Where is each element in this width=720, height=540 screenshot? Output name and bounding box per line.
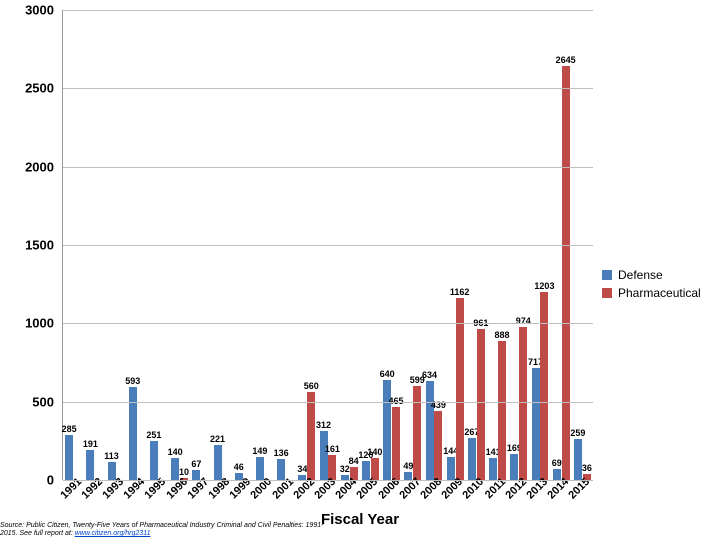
bar-pharma (477, 329, 485, 480)
bar-label-defense: 113 (104, 451, 119, 461)
bar-defense (468, 438, 476, 480)
bar-pharma (392, 407, 400, 480)
y-tick-label: 3000 (4, 3, 54, 18)
y-tick-label: 2500 (4, 81, 54, 96)
bar-defense (171, 458, 179, 480)
bar-defense (574, 439, 582, 480)
grid-line (63, 245, 593, 246)
legend-item-pharma: Pharmaceutical (602, 286, 701, 300)
bar-label-defense: 46 (234, 462, 244, 472)
bar-label-defense: 221 (210, 434, 225, 444)
bar-label-defense: 149 (252, 446, 267, 456)
bar-label-pharma: 888 (495, 330, 510, 340)
bar-defense (320, 431, 328, 480)
grid-line (63, 480, 593, 481)
bar-label-defense: 312 (316, 420, 331, 430)
bar-label-pharma: 560 (304, 381, 319, 391)
grid-line (63, 10, 593, 11)
bar-defense (214, 445, 222, 480)
legend-swatch-pharma (602, 288, 612, 298)
plot-area: 2851991191199211319935931994251199514010… (62, 10, 593, 480)
bar-pharma (456, 298, 464, 480)
bar-label-defense: 593 (125, 376, 140, 386)
bar-defense (426, 381, 434, 480)
grid-line (63, 167, 593, 168)
grid-line (63, 402, 593, 403)
bar-defense (65, 435, 73, 480)
legend-label-defense: Defense (618, 268, 663, 282)
source-note: Source: Public Citizen, Twenty-Five Year… (0, 522, 340, 538)
y-tick-label: 1000 (4, 316, 54, 331)
bar-label-defense: 251 (146, 430, 161, 440)
bar-label-pharma: 140 (367, 447, 382, 457)
legend-label-pharma: Pharmaceutical (618, 286, 701, 300)
bar-label-pharma: 161 (325, 444, 340, 454)
bar-label-defense: 34 (297, 464, 307, 474)
bar-pharma (498, 341, 506, 480)
bar-pharma (562, 66, 570, 480)
y-tick-label: 1500 (4, 238, 54, 253)
legend: Defense Pharmaceutical (602, 268, 701, 304)
bar-label-defense: 140 (168, 447, 183, 457)
bar-label-defense: 67 (191, 459, 201, 469)
bar-label-defense: 285 (62, 424, 77, 434)
bar-label-defense: 259 (570, 428, 585, 438)
bar-label-defense: 69 (552, 458, 562, 468)
bar-pharma (519, 327, 527, 480)
bar-label-defense: 49 (403, 461, 413, 471)
bar-pharma (413, 386, 421, 480)
source-text: Source: Public Citizen, Twenty-Five Year… (0, 522, 323, 537)
bar-label-pharma: 36 (582, 463, 592, 473)
bar-defense (510, 454, 518, 480)
grid-line (63, 88, 593, 89)
bar-label-defense: 191 (83, 439, 98, 449)
y-tick-label: 500 (4, 394, 54, 409)
source-link[interactable]: www.citizen.org/hrg2311 (75, 530, 151, 537)
bar-label-pharma: 84 (349, 456, 359, 466)
bar-label-pharma: 1162 (450, 287, 470, 297)
bar-defense (256, 457, 264, 480)
bar-label-defense: 634 (422, 370, 437, 380)
legend-swatch-defense (602, 270, 612, 280)
grid-line (63, 323, 593, 324)
bar-pharma (307, 392, 315, 480)
bar-pharma (540, 292, 548, 480)
bar-label-pharma: 2645 (556, 55, 576, 65)
bar-pharma (434, 411, 442, 480)
y-tick-label: 2000 (4, 159, 54, 174)
y-tick-label: 0 (4, 473, 54, 488)
bar-label-defense: 640 (380, 369, 395, 379)
legend-item-defense: Defense (602, 268, 701, 282)
chart-container: Financial Penalties ($ millions) 2851991… (0, 0, 720, 540)
bar-label-pharma: 974 (516, 316, 531, 326)
bar-defense (447, 457, 455, 480)
bar-label-pharma: 1203 (534, 281, 554, 291)
bar-defense (532, 368, 540, 480)
bar-defense (150, 441, 158, 480)
bar-defense (489, 458, 497, 480)
bar-defense (383, 380, 391, 480)
bar-defense (277, 459, 285, 480)
bar-defense (86, 450, 94, 480)
bar-label-defense: 136 (274, 448, 289, 458)
